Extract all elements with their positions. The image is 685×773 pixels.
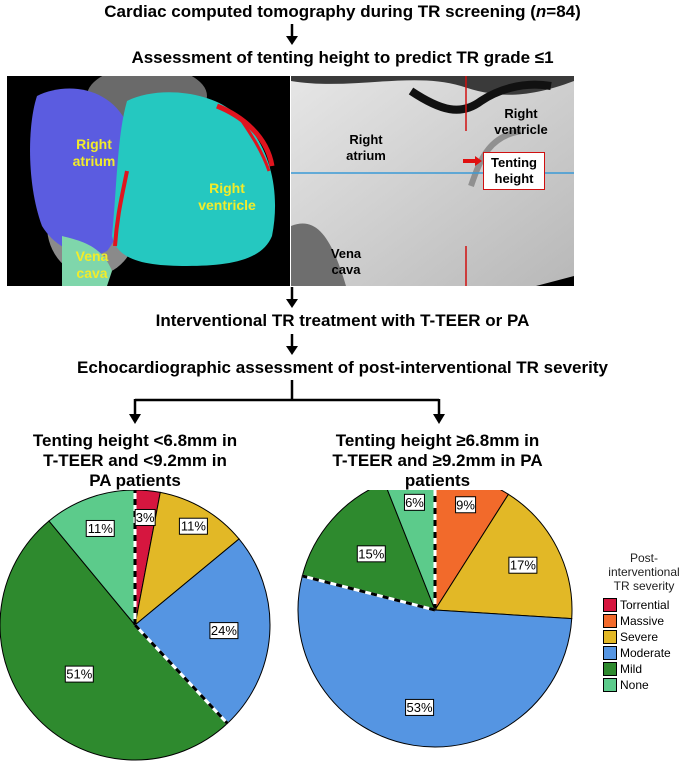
legend-label: Massive (620, 614, 665, 628)
data-label: 11% (88, 521, 113, 536)
data-label: 15% (358, 546, 384, 561)
label-vena-cava-ct: Vena cava (330, 246, 362, 277)
pie-charts: 3% 11% 24% 51% 11% 9% 17% 53% 15% 6% (0, 490, 573, 761)
data-label-box (405, 698, 435, 716)
group-title-high: Tenting height ≥6.8mm in T-TEER and ≥9.2… (332, 431, 543, 490)
data-label-box (508, 556, 538, 574)
step-intervention: Interventional TR treatment with T-TEER … (155, 311, 530, 330)
pie-slice-severe (134, 491, 240, 627)
group-title-low: Tenting height <6.8mm in T-TEER and <9.2… (32, 431, 238, 490)
legend-label: Mild (620, 662, 643, 676)
down-arrow-icon (286, 24, 298, 45)
label-right-atrium-ct: Right atrium (346, 132, 386, 163)
pie-slice-mild (0, 520, 229, 761)
heart-render-image (30, 76, 276, 286)
data-label: 24% (211, 623, 237, 638)
legend-swatch (603, 598, 617, 612)
data-label-box (356, 545, 386, 563)
pie-slice-severe (434, 493, 573, 620)
legend-swatch (603, 662, 617, 676)
data-label-box (455, 496, 477, 514)
step-echo-assessment: Echocardiographic assessment of post-int… (77, 358, 608, 377)
pie-slice-none (386, 490, 436, 611)
legend-title: Post-interventional TR severity (608, 551, 680, 593)
label-vena-cava-3d: Vena cava (75, 248, 109, 281)
render-3d-panel: Right atrium Right ventricle Vena cava (7, 76, 290, 286)
step-ct-screening-text: Cardiac computed tomography during TR sc… (104, 2, 536, 21)
legend-label: None (620, 678, 649, 692)
legend-item: None (603, 677, 685, 693)
legend-item: Mild (603, 661, 685, 677)
legend: Post-interventional TR severity Torrenti… (603, 551, 685, 693)
ct-slice-panel: Right atrium Right ventricle Vena cava T… (291, 76, 574, 286)
pie-slice-moderate (134, 538, 271, 725)
label-tenting-height-box: Tenting height (483, 152, 545, 190)
data-label-box (403, 493, 425, 511)
legend-swatch (603, 646, 617, 660)
legend-item: Torrential (603, 597, 685, 613)
down-arrow-icon (286, 287, 298, 308)
red-arrow-icon (463, 156, 482, 166)
n-symbol: n (535, 2, 547, 21)
legend-swatch (603, 614, 617, 628)
data-label: 17% (510, 558, 536, 573)
data-label: 11% (181, 519, 206, 534)
branch-arrow (129, 380, 445, 424)
data-label: 53% (407, 700, 433, 715)
data-label: 51% (66, 667, 92, 682)
data-label: 6% (405, 495, 424, 510)
label-right-atrium-3d: Right atrium (72, 136, 116, 169)
ct-slice-image (291, 76, 574, 286)
legend-item: Severe (603, 629, 685, 645)
separator-dash (133, 623, 229, 725)
data-label-box (134, 508, 156, 526)
legend-label: Severe (620, 630, 659, 644)
separator-line (301, 574, 436, 612)
legend-item: Massive (603, 613, 685, 629)
legend-label: Torrential (620, 598, 670, 612)
legend-swatch (603, 678, 617, 692)
pie-slice-moderate (297, 575, 573, 748)
n-value: =84) (546, 2, 581, 21)
step-tenting-assessment: Assessment of tenting height to predict … (131, 48, 554, 67)
down-arrow-icon (286, 334, 298, 355)
data-label-box (85, 519, 115, 537)
legend-item: Moderate (603, 645, 685, 661)
data-label: 3% (136, 510, 155, 525)
label-right-ventricle-3d: Right ventricle (198, 180, 256, 213)
data-label-box (209, 622, 239, 640)
legend-label: Moderate (620, 646, 671, 660)
step-ct-screening: Cardiac computed tomography during TR sc… (0, 2, 685, 22)
data-label-box (178, 517, 208, 535)
label-right-ventricle-ct: Right ventricle (494, 106, 548, 137)
data-label: 9% (456, 497, 475, 512)
legend-swatch (603, 630, 617, 644)
data-label-box (64, 665, 94, 683)
